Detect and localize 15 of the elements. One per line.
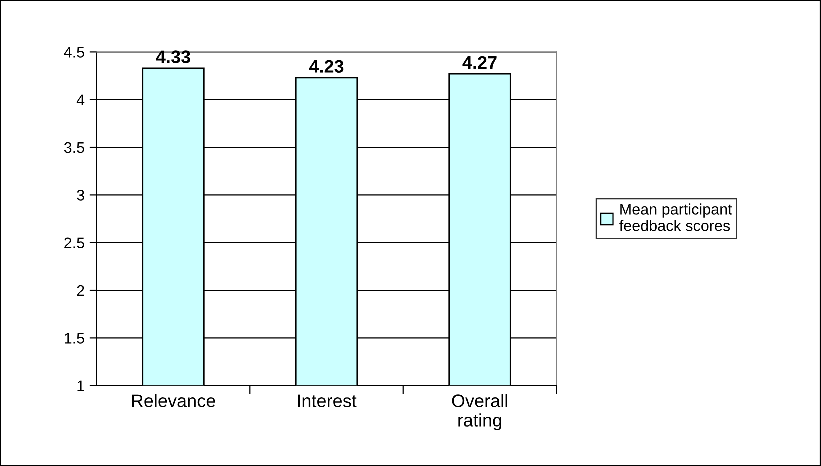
y-tick-label: 1.5 (65, 333, 84, 344)
x-tick-label: Overall rating (452, 394, 508, 430)
x-tick-label: Relevance (132, 394, 216, 408)
y-tick-label: 3.5 (64, 142, 84, 154)
y-tick-label: 3 (77, 190, 84, 201)
data-label: 4.33 (156, 50, 190, 64)
y-tick-label: 4.5 (64, 47, 84, 58)
x-tick-label: Interest (298, 394, 357, 408)
data-label: 4.23 (309, 60, 344, 73)
y-tick-label: 2 (77, 285, 84, 296)
data-label: 4.27 (462, 56, 497, 69)
y-tick-label: 1 (78, 380, 84, 392)
y-tick-label: 2.5 (64, 238, 84, 249)
y-tick-label: 4 (76, 94, 85, 106)
legend-label: Mean participant feedback scores (620, 204, 732, 232)
